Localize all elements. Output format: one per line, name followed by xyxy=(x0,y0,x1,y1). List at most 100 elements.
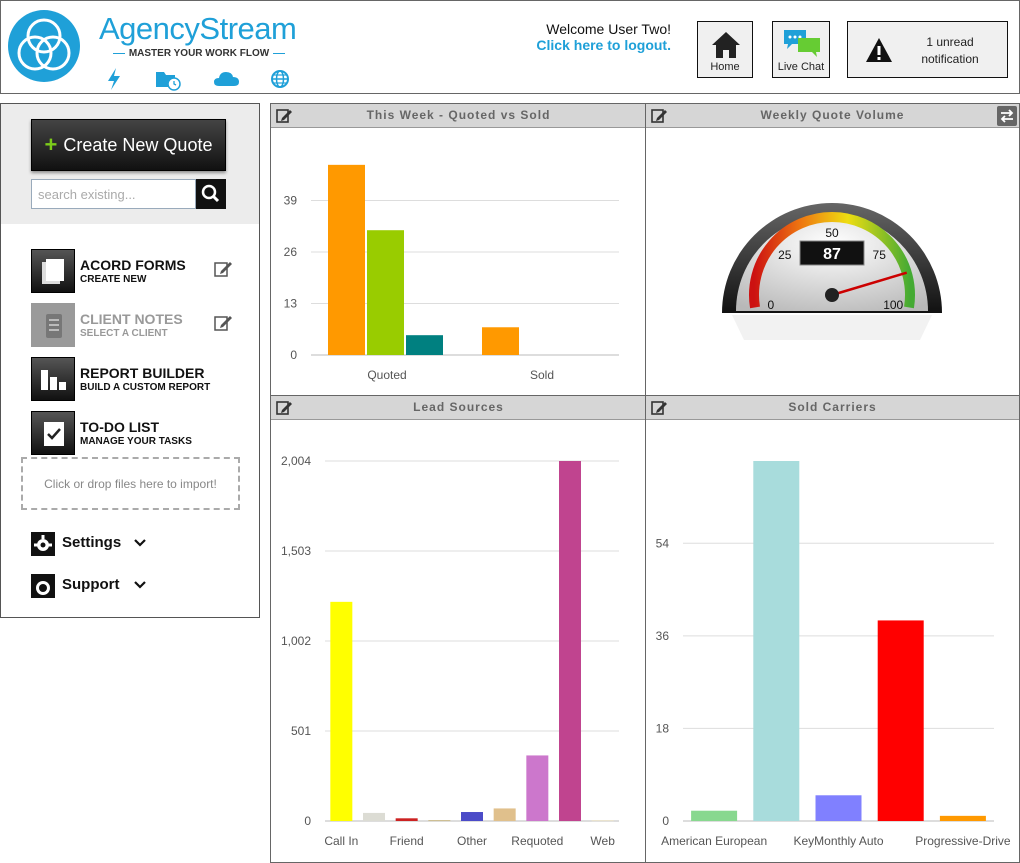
gauge-hub xyxy=(825,288,839,302)
agencystream-logo[interactable] xyxy=(7,9,81,83)
panel-header: Sold Carriers xyxy=(646,396,1019,420)
lead-sources-chart: 0 501 1,002 1,503 2,004 Call In Friend Other Req… xyxy=(281,454,619,848)
gauge-tick-label: 25 xyxy=(778,248,792,262)
lightning-icon[interactable] xyxy=(105,67,131,91)
settings-menu[interactable]: Settings xyxy=(31,531,171,557)
y-tick-label: 1,503 xyxy=(281,544,311,558)
edit-icon[interactable] xyxy=(275,107,293,125)
panel-body: 0 18 36 54 American European KeyMonthly Auto P… xyxy=(646,421,1019,862)
report-builder-subtitle: BUILD A CUSTOM REPORT xyxy=(80,382,211,393)
notification-button[interactable]: 1 unread notification xyxy=(847,21,1008,78)
gauge-value: 87 xyxy=(823,246,841,263)
search-icon xyxy=(201,184,220,203)
chat-bubbles-icon xyxy=(784,30,820,57)
search-input[interactable] xyxy=(31,179,196,209)
y-tick-label: 39 xyxy=(284,194,298,208)
sidebar-item-client-notes[interactable]: CLIENT NOTES SELECT A CLIENT xyxy=(31,303,241,349)
bar xyxy=(363,812,385,821)
x-tick-label: Requoted xyxy=(511,834,563,848)
gauge-tick-label: 75 xyxy=(873,248,887,262)
bar xyxy=(428,820,451,822)
bar xyxy=(482,327,519,355)
bar xyxy=(330,601,353,821)
x-tick-label: Progressive-Drive xyxy=(915,834,1011,848)
x-tick-label: Quoted xyxy=(367,368,406,382)
bar xyxy=(939,815,986,821)
y-tick-label: 13 xyxy=(284,297,298,311)
quoted-vs-sold-panel: This Week - Quoted vs Sold 0 13 26 39 Quoted… xyxy=(270,103,647,396)
edit-icon[interactable] xyxy=(650,399,668,417)
lifebuoy-icon xyxy=(31,574,55,598)
sidebar-item-todo-list[interactable]: TO-DO LIST MANAGE YOUR TASKS xyxy=(31,411,241,457)
sold-carriers-chart: 0 18 36 54 American European KeyMonthly Auto P… xyxy=(656,461,1011,848)
report-icon xyxy=(31,357,75,401)
y-tick-label: 0 xyxy=(304,814,311,828)
search-button[interactable] xyxy=(196,179,226,209)
plus-icon: + xyxy=(44,132,58,157)
bar xyxy=(328,164,365,355)
brand-tagline: MASTER YOUR WORK FLOW xyxy=(99,48,299,59)
y-tick-label: 18 xyxy=(656,721,670,735)
edit-icon[interactable] xyxy=(213,313,233,333)
bar xyxy=(367,230,404,355)
logout-link[interactable]: Click here to logout. xyxy=(536,37,671,53)
swap-arrows-icon[interactable] xyxy=(997,106,1017,126)
bar xyxy=(877,620,924,821)
panel-title: Sold Carriers xyxy=(788,400,877,414)
lead-sources-panel: Lead Sources 0 501 1,002 1,503 2,004 Call In F… xyxy=(270,395,647,863)
live-chat-button[interactable]: Live Chat xyxy=(772,21,830,78)
gauge-tick-label: 100 xyxy=(883,298,903,312)
todo-list-title: TO-DO LIST xyxy=(80,419,160,435)
y-tick-label: 26 xyxy=(284,245,298,259)
home-button[interactable]: Home xyxy=(697,21,753,78)
file-import-dropzone[interactable]: Click or drop files here to import! xyxy=(21,457,240,510)
brand: AgencyStream MASTER YOUR WORK FLOW xyxy=(99,11,309,59)
create-new-quote-label: Create New Quote xyxy=(63,134,213,155)
folder-clock-icon[interactable] xyxy=(155,67,181,91)
todo-list-subtitle: MANAGE YOUR TASKS xyxy=(80,436,192,447)
support-menu[interactable]: Support xyxy=(31,573,171,599)
live-chat-label: Live Chat xyxy=(777,61,825,73)
sidebar-item-acord-forms[interactable]: ACORD FORMS CREATE NEW xyxy=(31,249,241,295)
bar xyxy=(526,755,549,821)
x-tick-label: Web xyxy=(590,834,615,848)
chevron-down-icon xyxy=(134,581,146,589)
gear-icon xyxy=(31,532,55,556)
gauge-tick-label: 50 xyxy=(825,226,839,240)
x-tick-label: American European xyxy=(661,834,767,848)
edit-icon[interactable] xyxy=(650,107,668,125)
panel-title: Weekly Quote Volume xyxy=(760,108,905,122)
gauge-needle xyxy=(831,271,908,297)
y-tick-label: 0 xyxy=(662,814,669,828)
edit-icon[interactable] xyxy=(213,259,233,279)
gauge-color-band xyxy=(749,212,915,309)
support-label: Support xyxy=(62,576,120,593)
gauge-readout xyxy=(799,240,865,266)
y-tick-label: 36 xyxy=(656,629,670,643)
sold-carriers-panel: Sold Carriers 0 18 36 54 American European Ke… xyxy=(645,395,1020,863)
notification-text: 1 unread notification xyxy=(921,35,979,66)
bar xyxy=(559,461,581,821)
cloud-icon[interactable] xyxy=(213,67,239,91)
app-header: AgencyStream MASTER YOUR WORK FLOW Welco… xyxy=(0,0,1020,94)
settings-label: Settings xyxy=(62,534,122,551)
quote-volume-gauge: 0 25 50 75 100 87 xyxy=(722,203,942,340)
sidebar-item-report-builder[interactable]: REPORT BUILDER BUILD A CUSTOM REPORT xyxy=(31,357,241,403)
create-new-quote-button[interactable]: + Create New Quote xyxy=(31,119,226,171)
edit-icon[interactable] xyxy=(275,399,293,417)
globe-icon[interactable] xyxy=(269,67,295,91)
y-tick-label: 54 xyxy=(656,536,670,550)
x-tick-label: KeyMonthly Auto xyxy=(793,834,883,848)
acord-forms-title: ACORD FORMS xyxy=(80,257,186,273)
bar xyxy=(461,812,483,821)
y-tick-label: 1,002 xyxy=(281,634,311,648)
y-tick-label: 0 xyxy=(290,348,297,362)
gauge-tick-label: 0 xyxy=(767,298,774,312)
chevron-down-icon xyxy=(134,539,146,547)
quote-volume-panel: Weekly Quote Volume 0 25 50 75 100 87 xyxy=(645,103,1020,396)
bar xyxy=(591,820,614,822)
bar xyxy=(691,810,738,821)
y-tick-label: 2,004 xyxy=(281,454,311,468)
quoted-vs-sold-chart: 0 13 26 39 Quoted Sold xyxy=(284,164,619,382)
panel-title: Lead Sources xyxy=(413,400,504,414)
